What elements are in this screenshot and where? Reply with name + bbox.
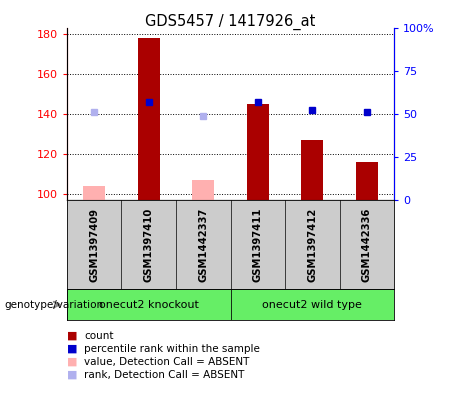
Text: value, Detection Call = ABSENT: value, Detection Call = ABSENT: [84, 357, 250, 367]
Bar: [138, 38, 160, 200]
Text: onecut2 knockout: onecut2 knockout: [99, 299, 199, 310]
Bar: [230, 289, 394, 320]
Text: genotype/variation: genotype/variation: [5, 299, 104, 310]
Bar: [301, 140, 323, 200]
Text: GSM1397412: GSM1397412: [307, 208, 317, 282]
Text: GSM1397411: GSM1397411: [253, 208, 263, 282]
Text: rank, Detection Call = ABSENT: rank, Detection Call = ABSENT: [84, 370, 245, 380]
Text: ■: ■: [67, 331, 77, 341]
Text: ■: ■: [67, 344, 77, 354]
Bar: [192, 180, 214, 200]
Bar: [356, 162, 378, 200]
Text: onecut2 wild type: onecut2 wild type: [262, 299, 362, 310]
Text: ■: ■: [67, 357, 77, 367]
Bar: [247, 104, 269, 200]
Text: GSM1397410: GSM1397410: [144, 208, 154, 282]
Text: GSM1397409: GSM1397409: [89, 208, 99, 281]
Text: GSM1442337: GSM1442337: [198, 208, 208, 282]
Text: GSM1442336: GSM1442336: [362, 208, 372, 282]
Bar: [83, 186, 105, 200]
Text: ■: ■: [67, 370, 77, 380]
Text: count: count: [84, 331, 114, 341]
Text: GDS5457 / 1417926_at: GDS5457 / 1417926_at: [145, 14, 316, 30]
Text: percentile rank within the sample: percentile rank within the sample: [84, 344, 260, 354]
Bar: [67, 289, 230, 320]
